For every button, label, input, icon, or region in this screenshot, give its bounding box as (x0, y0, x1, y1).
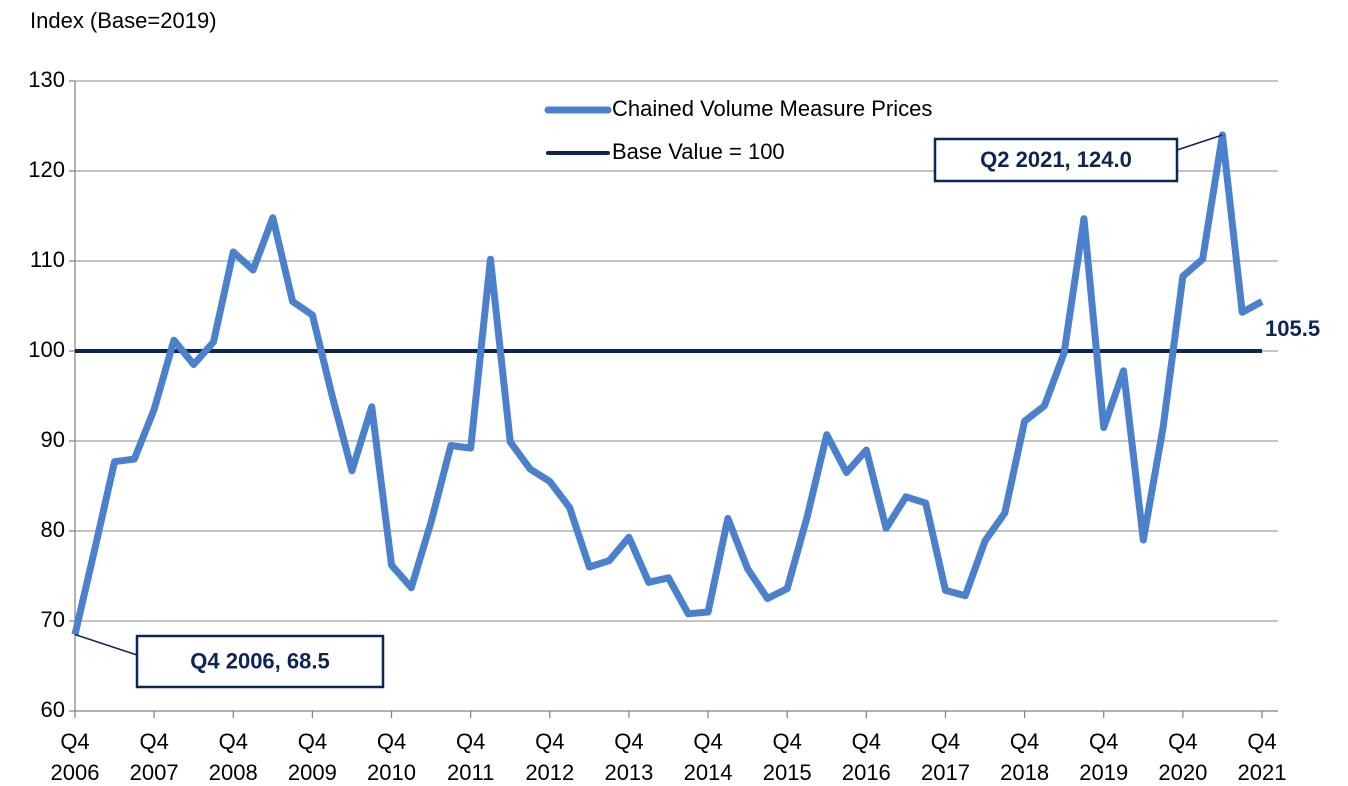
annotation-box (933, 137, 1179, 183)
y-tick-label: 90 (41, 427, 65, 452)
x-tick-label: Q4 2013 (604, 729, 653, 785)
x-tick-label: Q4 2010 (367, 729, 416, 785)
y-tick-label: 130 (28, 67, 65, 92)
annotation: Q4 2006, 68.5 (190, 648, 329, 673)
x-tick-label: Q4 2008 (209, 729, 258, 785)
annotation: Q2 2021, 124.0 (980, 147, 1132, 172)
y-tick-label: 80 (41, 517, 65, 542)
y-tick-label: 120 (28, 157, 65, 182)
x-tick-label: Q4 2017 (921, 729, 970, 785)
x-tick-label: Q4 2006 (51, 729, 100, 785)
annotation-leader (74, 633, 138, 656)
line-series (71, 131, 1264, 636)
annotation-box (135, 634, 385, 689)
legend-label: Chained Volume Measure Prices (612, 96, 932, 121)
x-tick-label: Q4 2012 (525, 729, 574, 785)
x-tick-label: Q4 2018 (1000, 729, 1049, 785)
annotation-leader (1176, 134, 1223, 151)
x-tick-label: Q4 2015 (763, 729, 812, 785)
x-tick-label: Q4 2016 (842, 729, 891, 785)
x-tick-label: Q4 2020 (1158, 729, 1207, 785)
y-tick-label: 100 (28, 337, 65, 362)
legend-label: Base Value = 100 (612, 139, 785, 164)
y-tick-label: 60 (41, 697, 65, 722)
x-tick-label: Q4 2011 (447, 729, 494, 785)
annotation: 105.5 (1265, 316, 1320, 341)
y-tick-label: 70 (41, 607, 65, 632)
x-tick-label: Q4 2009 (288, 729, 337, 785)
x-tick-label: Q4 2021 (1238, 729, 1287, 785)
x-tick-label: Q4 2014 (684, 729, 733, 785)
y-tick-label: 110 (30, 247, 65, 272)
y-axis-label: Index (Base=2019) (30, 8, 217, 33)
x-tick-label: Q4 2007 (130, 729, 179, 785)
x-tick-label: Q4 2019 (1079, 729, 1128, 785)
